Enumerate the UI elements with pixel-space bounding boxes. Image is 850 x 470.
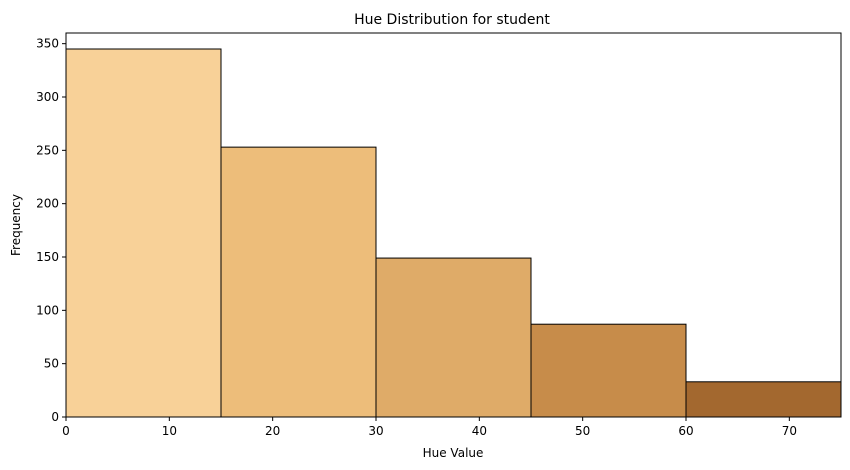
x-tick-label: 40 xyxy=(472,424,487,438)
y-tick-label: 0 xyxy=(51,410,59,424)
y-tick-label: 250 xyxy=(36,143,59,157)
y-tick-label: 150 xyxy=(36,250,59,264)
histogram-bar-1 xyxy=(65,48,222,418)
histogram-bar-4 xyxy=(530,323,687,418)
histogram-bar-3 xyxy=(375,257,532,418)
y-tick-label: 350 xyxy=(36,37,59,51)
x-tick-label: 30 xyxy=(368,424,383,438)
y-tick-label: 300 xyxy=(36,90,59,104)
x-axis-label: Hue Value xyxy=(423,446,484,460)
bars-group xyxy=(65,48,842,418)
y-axis-label: Frequency xyxy=(9,194,23,256)
x-tick-label: 50 xyxy=(575,424,590,438)
y-tick-label: 100 xyxy=(36,303,59,317)
x-tick-label: 0 xyxy=(62,424,70,438)
plot-frame xyxy=(65,32,842,418)
x-axis: 0 10 20 30 40 50 60 70 xyxy=(62,417,797,438)
y-axis: 0 50 100 150 200 250 300 350 xyxy=(36,37,66,424)
y-tick-label: 50 xyxy=(44,357,59,371)
chart-title: Hue Distribution for student xyxy=(354,12,550,28)
y-tick-label: 200 xyxy=(36,197,59,211)
histogram-bar-2 xyxy=(220,146,377,418)
histogram-bar-5 xyxy=(685,381,842,418)
x-tick-label: 10 xyxy=(162,424,177,438)
x-tick-label: 60 xyxy=(678,424,693,438)
x-tick-label: 20 xyxy=(265,424,280,438)
x-tick-label: 70 xyxy=(782,424,797,438)
